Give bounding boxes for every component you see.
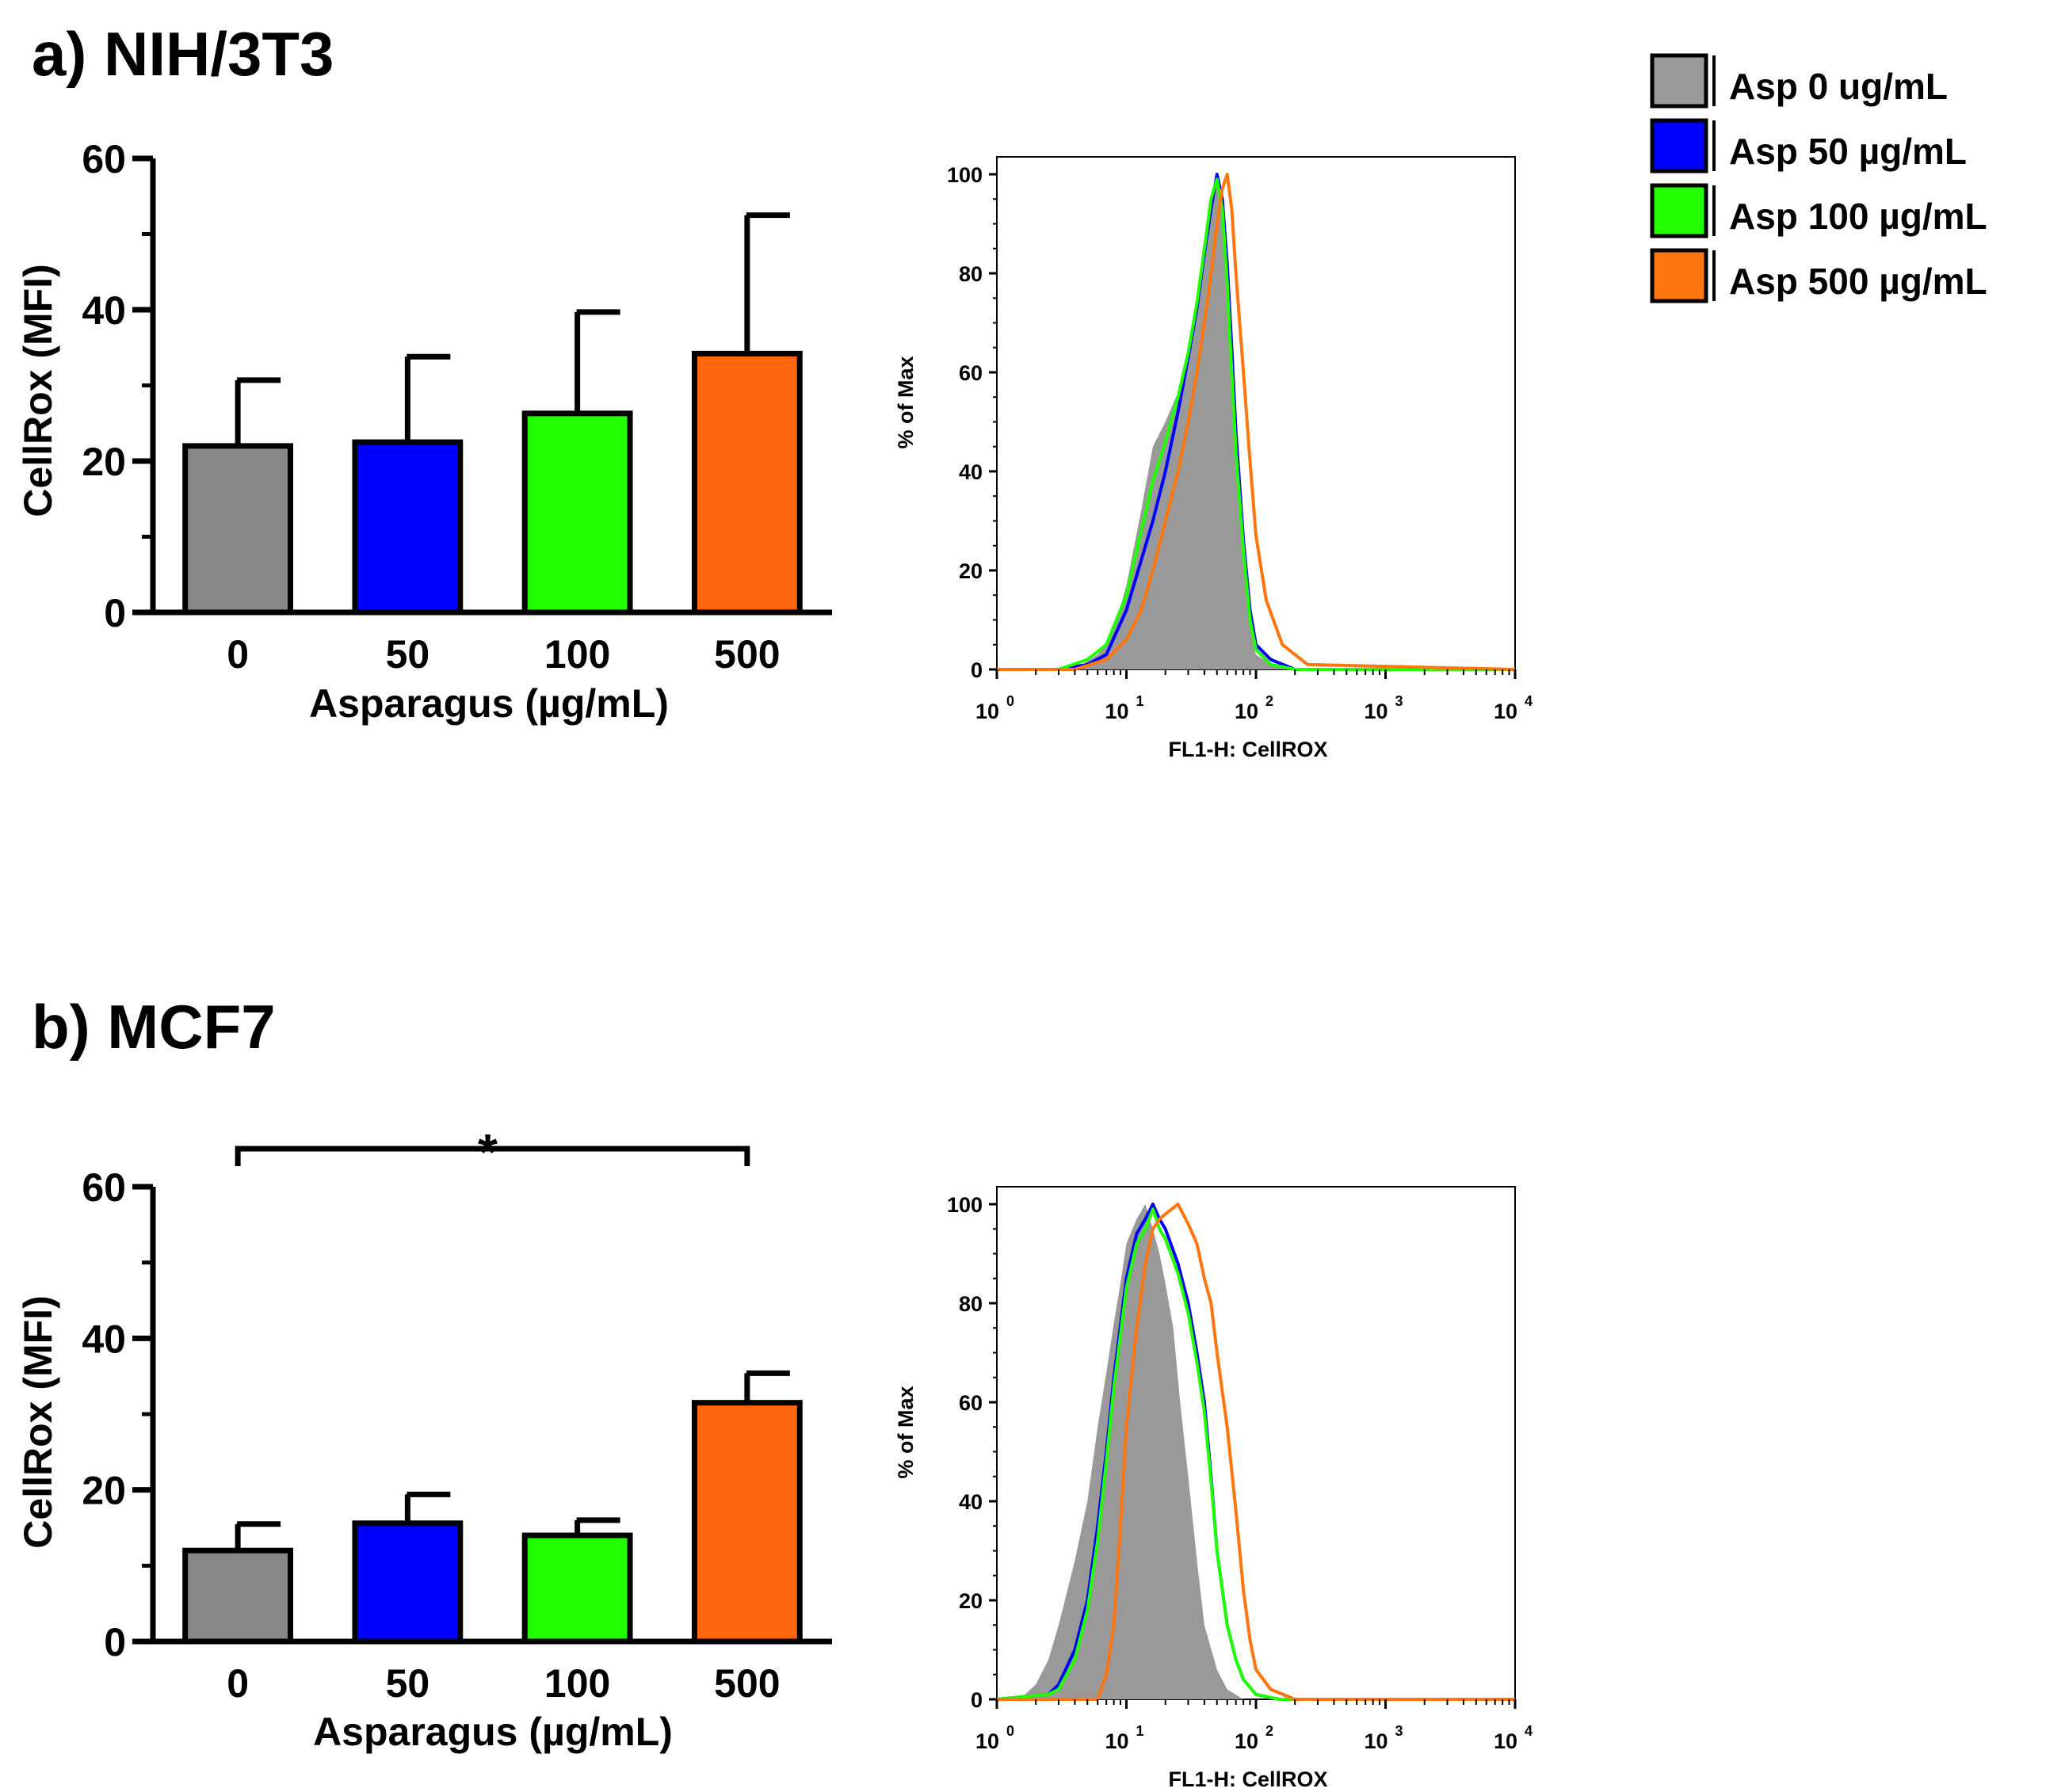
panel-a-title: a) NIH/3T3	[32, 19, 334, 89]
bar	[352, 1520, 464, 1645]
x-tick-label: 100	[544, 632, 610, 677]
legend-swatch-asp-50	[1650, 118, 1708, 173]
y-tick-label: 40	[82, 288, 126, 333]
y-tick-label: 60	[82, 137, 126, 181]
y-tick-label: 40	[959, 460, 983, 484]
hist-b-ylabel: % of Max	[894, 1386, 918, 1478]
bar-b-ylabel: CellRox (MFI)	[16, 1295, 60, 1548]
histogram-line-series	[997, 1203, 1515, 1701]
y-tick-label: 60	[959, 361, 983, 385]
y-tick-label: 0	[104, 591, 126, 635]
bar	[182, 443, 294, 616]
x-tick-label: 10	[975, 700, 999, 723]
y-tick-label: 20	[82, 1469, 126, 1513]
x-tick-exponent: 2	[1265, 1723, 1273, 1739]
legend-label-asp-100: Asp 100 µg/mL	[1729, 196, 1987, 237]
legend-item-asp-50: Asp 50 µg/mL	[1650, 118, 1967, 173]
y-tick-label: 80	[959, 262, 983, 286]
bar	[691, 350, 803, 616]
legend-label-asp-0: Asp 0 ug/mL	[1729, 66, 1948, 107]
bar	[352, 439, 464, 616]
y-tick-label: 20	[959, 559, 983, 583]
legend-label-asp-50: Asp 50 µg/mL	[1729, 131, 1967, 172]
y-tick-label: 100	[947, 1193, 983, 1217]
legend-swatch-asp-0	[1650, 53, 1708, 109]
x-tick-label: 10	[1105, 700, 1128, 723]
hist-b-xlabel: FL1-H: CellROX	[1168, 1767, 1327, 1791]
x-tick-label: 50	[386, 1661, 430, 1706]
y-tick-label: 60	[82, 1165, 126, 1210]
histogram-line-series	[997, 173, 1516, 671]
legend-item-asp-0: Asp 0 ug/mL	[1650, 53, 1948, 109]
x-tick-exponent: 1	[1136, 693, 1144, 709]
significance-star: *	[478, 1123, 498, 1180]
panel-b-title: b) MCF7	[32, 992, 276, 1062]
bar-chart-b: CellRox (MFI) Asparagus (µg/mL) 0 20 40 60 0…	[16, 1123, 832, 1754]
x-tick-label: 10	[1364, 700, 1388, 723]
x-tick-label: 50	[386, 632, 430, 677]
y-tick-label: 0	[104, 1620, 126, 1664]
x-tick-label: 500	[714, 1661, 780, 1706]
histogram-fill-series	[1075, 174, 1318, 669]
x-tick-label: 10	[1235, 700, 1258, 723]
x-tick-label: 500	[714, 632, 780, 677]
x-tick-label: 100	[544, 1661, 610, 1706]
histogram-line-series	[996, 1207, 1515, 1701]
x-tick-exponent: 3	[1395, 1723, 1403, 1739]
histogram-fill-series	[1019, 1204, 1266, 1699]
bar-a-ylabel: CellRox (MFI)	[16, 264, 60, 517]
x-tick-exponent: 0	[1006, 1723, 1014, 1739]
x-tick-label: 10	[1494, 1729, 1517, 1753]
bar	[521, 410, 633, 616]
histogram-line-series	[997, 177, 1515, 671]
y-tick-label: 60	[959, 1391, 983, 1415]
legend-swatch-asp-500	[1650, 248, 1708, 303]
bar-b-xlabel: Asparagus (µg/mL)	[313, 1710, 673, 1754]
x-tick-label: 10	[1105, 1729, 1128, 1753]
y-tick-label: 80	[959, 1292, 983, 1316]
x-tick-exponent: 0	[1006, 693, 1014, 709]
bar-chart-a: CellRox (MFI) Asparagus (µg/mL) 0 20 40 60 0…	[16, 137, 832, 726]
x-tick-exponent: 4	[1525, 693, 1533, 709]
y-tick-label: 20	[959, 1589, 983, 1613]
y-tick-label: 40	[82, 1317, 126, 1361]
x-tick-label: 10	[1364, 1729, 1388, 1753]
legend-item-asp-100: Asp 100 µg/mL	[1650, 183, 1987, 238]
bar-a-xlabel: Asparagus (µg/mL)	[309, 681, 669, 726]
y-tick-label: 40	[959, 1490, 983, 1514]
x-tick-exponent: 4	[1525, 1723, 1533, 1739]
x-tick-exponent: 1	[1136, 1723, 1144, 1739]
bar	[521, 1532, 633, 1645]
y-tick-label: 20	[82, 440, 126, 484]
y-tick-label: 0	[971, 658, 983, 682]
x-tick-exponent: 3	[1395, 693, 1403, 709]
legend-swatch-asp-100	[1650, 183, 1708, 238]
y-tick-label: 100	[947, 163, 983, 187]
legend: Asp 0 ug/mL Asp 50 µg/mL Asp 100 µg/mL A…	[1650, 53, 1987, 303]
legend-item-asp-500: Asp 500 µg/mL	[1650, 248, 1987, 303]
histogram-line-series	[997, 173, 1515, 671]
hist-a-xlabel: FL1-H: CellROX	[1168, 738, 1327, 761]
hist-a-ylabel: % of Max	[894, 356, 918, 448]
bar	[182, 1547, 294, 1645]
y-tick-label: 0	[971, 1688, 983, 1712]
x-tick-label: 10	[975, 1729, 999, 1753]
legend-label-asp-500: Asp 500 µg/mL	[1729, 261, 1987, 302]
x-tick-label: 0	[227, 1661, 249, 1706]
x-tick-label: 0	[227, 632, 249, 677]
bar	[691, 1400, 803, 1645]
x-tick-label: 10	[1235, 1729, 1258, 1753]
x-tick-label: 10	[1494, 700, 1517, 723]
plot-frame	[996, 156, 1516, 670]
x-tick-exponent: 2	[1265, 693, 1273, 709]
significance-bracket	[235, 1146, 750, 1166]
